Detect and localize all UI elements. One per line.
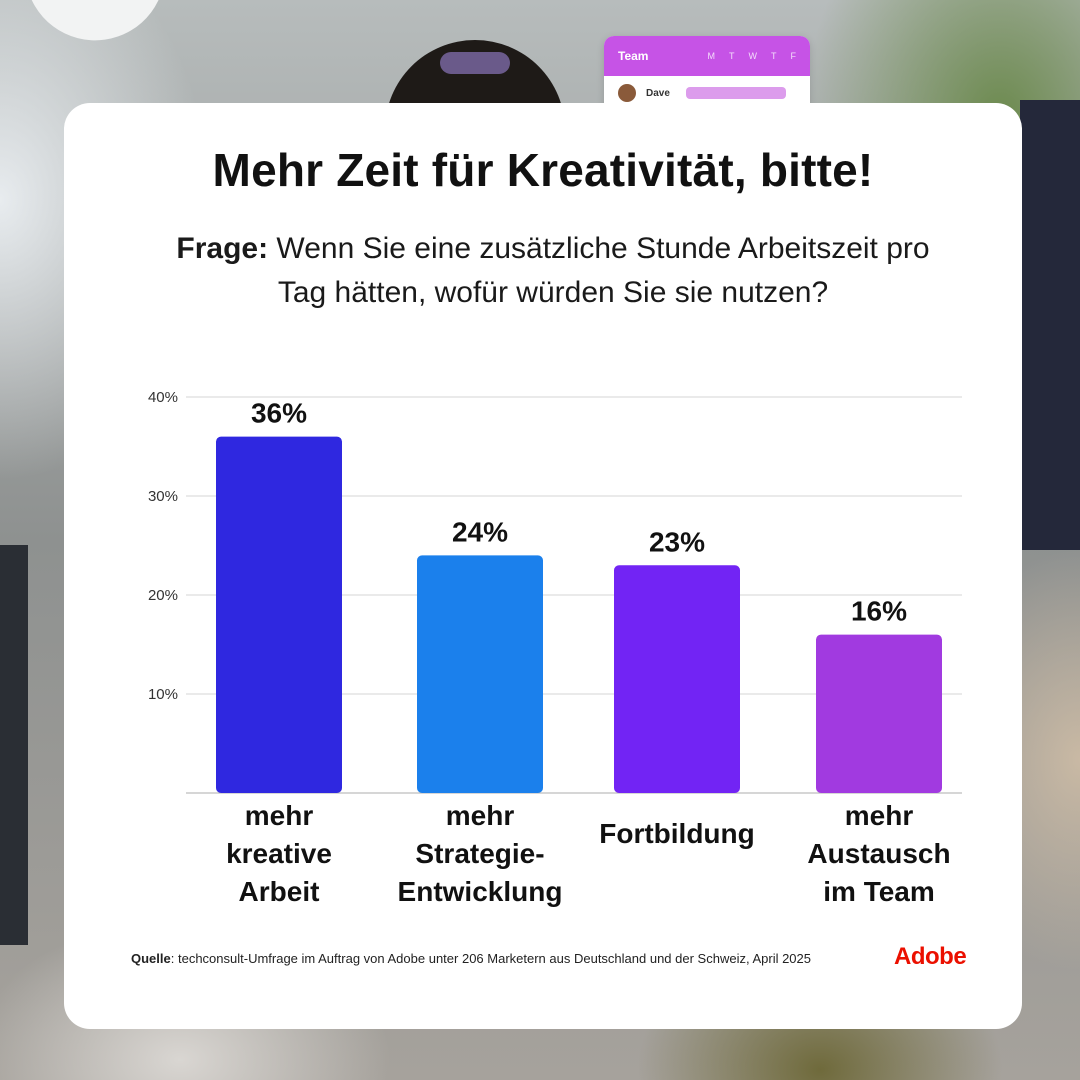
x-tick-label: Fortbildung	[577, 815, 777, 853]
y-tick-label: 30%	[148, 488, 178, 505]
x-tick-label-line: Arbeit	[238, 876, 320, 907]
x-tick-label-line: mehr	[244, 800, 314, 831]
avatar	[618, 84, 636, 102]
chart-canvas: 10% 20% 30% 40% 36% 24% 23% 16%	[148, 389, 962, 794]
adobe-logo: Adobe	[894, 943, 967, 970]
x-tick-label-line: Strategie-	[415, 838, 545, 869]
bar	[614, 565, 740, 793]
bar	[417, 555, 543, 793]
day-label: T	[729, 51, 735, 61]
y-tick-label: 40%	[148, 389, 178, 406]
background-shelf	[1020, 100, 1080, 550]
team-widget-header: Team M T W T F	[604, 36, 810, 76]
team-member-name: Dave	[646, 87, 670, 99]
day-label: T	[771, 51, 777, 61]
x-tick-label: mehr kreative Arbeit	[179, 797, 379, 911]
page-title: Mehr Zeit für Kreativität, bitte!	[212, 144, 874, 196]
y-tick-label: 10%	[148, 686, 178, 703]
x-tick-label-line: Austausch	[807, 838, 951, 869]
x-tick-label: mehr Austausch im Team	[779, 797, 979, 911]
question-label: Frage:	[176, 232, 269, 265]
background-headband	[440, 52, 510, 74]
y-tick-label: 20%	[148, 587, 178, 604]
data-label: 16%	[851, 596, 907, 627]
data-label: 36%	[251, 398, 307, 429]
source-label: Quelle	[131, 951, 171, 966]
background-chair	[0, 545, 28, 945]
x-tick-label-line: mehr	[445, 800, 515, 831]
infographic-card: Mehr Zeit für Kreativität, bitte! Frage:…	[64, 103, 1022, 1029]
data-label: 24%	[452, 516, 508, 547]
x-tick-label: mehr Strategie- Entwicklung	[380, 797, 580, 911]
bar	[216, 436, 342, 793]
source-note: Quelle: techconsult-Umfrage im Auftrag v…	[131, 951, 811, 966]
data-label: 23%	[649, 526, 705, 557]
x-tick-label-line: Fortbildung	[599, 818, 755, 849]
x-tick-label-line: im Team	[823, 876, 935, 907]
x-tick-label-line: Entwicklung	[397, 876, 563, 907]
x-tick-label-line: kreative	[226, 838, 332, 869]
day-label: F	[790, 51, 797, 61]
day-label: W	[748, 51, 758, 61]
team-widget-title: Team	[618, 49, 649, 63]
team-widget-days: M T W T F	[708, 51, 797, 61]
schedule-bar	[686, 87, 786, 99]
x-tick-label-line: mehr	[844, 800, 914, 831]
bar	[816, 634, 942, 793]
team-member-row: Dave	[604, 76, 810, 110]
day-label: M	[707, 51, 716, 61]
survey-question: Frage: Wenn Sie eine zusätzliche Stunde …	[154, 227, 952, 315]
bar-chart: 10% 20% 30% 40% 36% 24% 23% 16% mehr kreative Arb…	[64, 103, 1022, 1029]
source-text: : techconsult-Umfrage im Auftrag von Ado…	[170, 951, 811, 966]
question-text: Wenn Sie eine zusätzliche Stunde Arbeits…	[276, 232, 930, 309]
